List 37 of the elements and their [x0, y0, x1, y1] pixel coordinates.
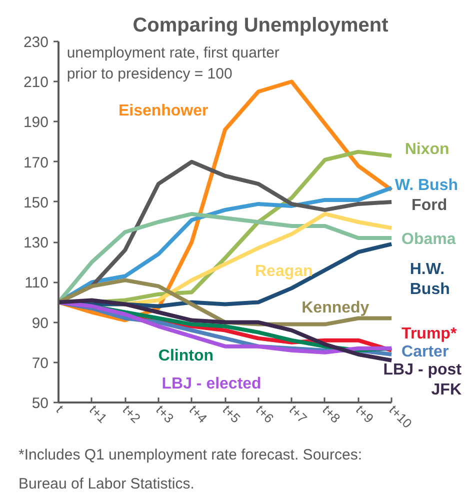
- y-tick-label: 210: [23, 74, 49, 92]
- x-tick-label: t+4: [186, 402, 210, 426]
- y-tick-label: 50: [32, 395, 49, 412]
- x-tick-label: t+6: [253, 402, 277, 426]
- x-tick-label: t+10: [386, 402, 416, 431]
- x-tick-label: t+7: [286, 402, 310, 426]
- series-label: Reagan: [255, 263, 313, 280]
- series-label: Clinton: [158, 347, 214, 364]
- y-tick-label: 130: [23, 234, 49, 252]
- x-tick-label: t+5: [220, 402, 244, 426]
- text: unemployment rate, first quarter prior to presidency = 100: [66, 44, 280, 83]
- y-tick-label: 110: [24, 274, 49, 292]
- series-label: Carter: [402, 343, 449, 360]
- series-label: W. Bush: [394, 176, 458, 194]
- text: *Includes Q1 unemployment rate forecast. Sources: Bureau of Labor Statistics.: [18, 446, 362, 492]
- series-label: H.W. Bush: [410, 261, 450, 298]
- series-label: Kennedy: [302, 299, 370, 316]
- y-tick-label: 190: [23, 114, 49, 132]
- series-label: LBJ - post JFK: [383, 361, 462, 398]
- y-tick-label: 70: [32, 354, 49, 372]
- series-label: Ford: [412, 196, 448, 214]
- series-label: Obama: [402, 231, 456, 248]
- x-tick-label: t: [53, 402, 67, 416]
- series-label: LBJ - elected: [162, 375, 262, 392]
- series-label: Nixon: [404, 140, 450, 158]
- x-tick-label: t+8: [320, 402, 344, 426]
- x-tick-label: t+9: [352, 402, 377, 426]
- series-label: Eisenhower: [118, 102, 208, 120]
- y-tick-label: 150: [23, 194, 49, 212]
- y-tick-label: 170: [23, 154, 49, 172]
- y-tick-label: 90: [32, 314, 49, 332]
- chart-title: Comparing Unemployment: [132, 14, 389, 36]
- x-tick-label: t+2: [120, 402, 144, 426]
- series-label: Trump*: [402, 325, 458, 342]
- x-tick-label: t+3: [153, 402, 177, 426]
- y-tick-label: 230: [23, 34, 49, 51]
- x-tick-label: t+1: [86, 402, 110, 426]
